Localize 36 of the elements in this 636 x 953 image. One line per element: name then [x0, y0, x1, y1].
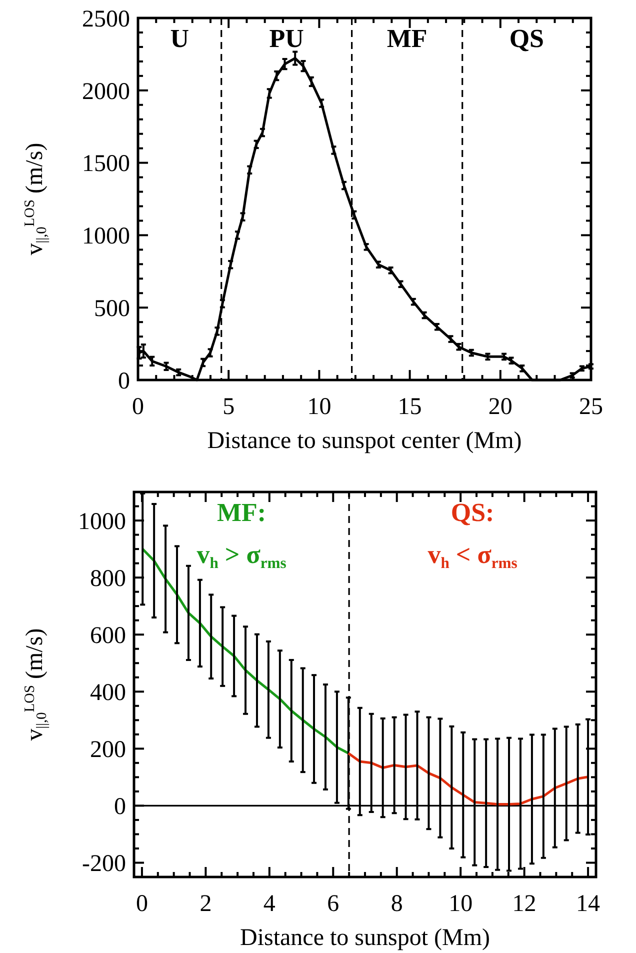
annotation: v$_{h}$ < σ$_{rms}$	[428, 540, 518, 572]
x-tick-label: 10	[448, 891, 473, 917]
annotation: MF:	[216, 498, 266, 528]
y-tick-label: 1000	[82, 224, 130, 250]
y-tick-label: 2000	[82, 78, 130, 105]
x-axis-title: Distance to sunspot (Mm)	[240, 925, 490, 951]
y-tick-label: 0	[118, 368, 130, 394]
y-tick-label: 2500	[82, 6, 130, 32]
x-tick-label: 8	[390, 891, 403, 917]
annotation: MF	[386, 24, 428, 54]
x-axis-title: Distance to sunspot center (Mm)	[207, 428, 522, 454]
annotation: QS	[509, 24, 544, 54]
y-tick-label: 1500	[82, 151, 130, 178]
annotation: PU	[269, 24, 304, 54]
annotation: QS:	[450, 498, 494, 528]
x-tick-label: 4	[263, 891, 276, 917]
x-tick-label: 14	[576, 891, 600, 917]
x-tick-label: 15	[398, 394, 422, 420]
x-tick-label: 5	[222, 394, 235, 420]
y-tick-label: -200	[82, 851, 126, 878]
y-tick-label: 200	[90, 737, 126, 764]
x-tick-label: 10	[307, 394, 332, 420]
x-tick-label: 2	[200, 891, 212, 917]
y-tick-label: 400	[90, 680, 126, 706]
y-tick-label: 0	[114, 794, 126, 820]
x-tick-label: 20	[488, 394, 512, 420]
x-tick-label: 25	[579, 394, 603, 420]
annotation: U	[170, 24, 190, 54]
y-tick-label: 1000	[78, 508, 126, 535]
x-tick-label: 0	[136, 891, 148, 917]
annotation: v$_{h}$ > σ$_{rms}$	[196, 540, 286, 572]
x-tick-label: 6	[327, 891, 340, 917]
y-tick-label: 800	[90, 566, 126, 592]
x-tick-label: 12	[512, 891, 536, 917]
y-tick-label: 500	[94, 296, 130, 322]
y-tick-label: 600	[90, 622, 126, 649]
